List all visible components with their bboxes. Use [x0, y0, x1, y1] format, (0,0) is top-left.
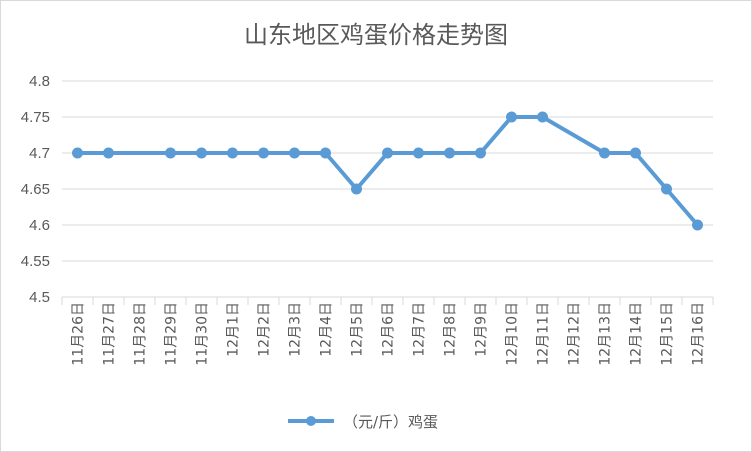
x-tick-label: 12月13日 — [598, 302, 614, 366]
y-tick-label: 4.6 — [29, 217, 50, 234]
data-point — [630, 147, 641, 159]
x-tick-label: 12月16日 — [691, 302, 707, 366]
x-tick-label: 11月30日 — [195, 302, 211, 366]
y-tick-label: 4.7 — [29, 145, 50, 162]
data-point — [537, 111, 548, 123]
x-axis — [61, 297, 714, 305]
data-point — [320, 147, 331, 159]
gridlines — [62, 80, 713, 298]
y-tick-label: 4.5 — [29, 289, 50, 306]
data-point — [72, 147, 83, 159]
x-tick-label: 12月3日 — [288, 302, 304, 357]
x-tick-label: 12月5日 — [350, 302, 366, 357]
data-point — [444, 147, 455, 159]
data-point — [382, 147, 393, 159]
x-tick-label: 12月14日 — [629, 302, 645, 366]
y-tick-label: 4.65 — [21, 181, 50, 198]
x-tick-label: 11月27日 — [102, 302, 118, 366]
x-tick-label: 12月10日 — [505, 302, 521, 366]
x-axis-ticks: 11月26日 11月27日 11月28日 11月29日 11月30日 12月1日 12月2日… — [71, 302, 707, 366]
data-point — [227, 147, 238, 159]
data-point — [196, 147, 207, 159]
data-point — [103, 147, 114, 159]
data-point — [692, 219, 703, 231]
y-tick-label: 4.55 — [21, 253, 50, 270]
data-point — [413, 147, 424, 159]
legend-label: （元/斤）鸡蛋 — [343, 413, 438, 431]
y-axis-ticks: 4.5 4.55 4.6 4.65 4.7 4.75 4.8 — [21, 73, 50, 306]
y-tick-label: 4.75 — [21, 109, 50, 126]
legend[interactable]: （元/斤）鸡蛋 — [288, 413, 438, 431]
legend-marker — [306, 416, 316, 426]
x-tick-label: 12月8日 — [443, 302, 459, 357]
data-point — [289, 147, 300, 159]
x-tick-label: 12月2日 — [257, 302, 273, 357]
x-tick-label: 11月28日 — [133, 302, 149, 366]
x-tick-label: 12月1日 — [226, 302, 242, 357]
data-point — [351, 183, 362, 195]
series-group — [72, 111, 703, 231]
data-point — [165, 147, 176, 159]
data-point — [475, 147, 486, 159]
chart-title: 山东地区鸡蛋价格走势图 — [244, 21, 508, 49]
x-tick-label: 12月7日 — [412, 302, 428, 357]
x-tick-label: 12月6日 — [381, 302, 397, 357]
y-tick-label: 4.8 — [29, 73, 50, 90]
x-tick-label: 12月4日 — [319, 302, 335, 357]
data-point — [661, 183, 672, 195]
x-tick-label: 11月29日 — [164, 302, 180, 366]
x-tick-label: 12月12日 — [567, 302, 583, 366]
data-point — [506, 111, 517, 123]
series-line — [77, 115, 700, 227]
x-tick-label: 11月26日 — [71, 302, 87, 366]
x-tick-label: 12月9日 — [474, 302, 490, 357]
data-point — [258, 147, 269, 159]
x-tick-label: 12月11日 — [536, 302, 552, 366]
x-tick-label: 12月15日 — [660, 302, 676, 366]
data-point — [599, 147, 610, 159]
